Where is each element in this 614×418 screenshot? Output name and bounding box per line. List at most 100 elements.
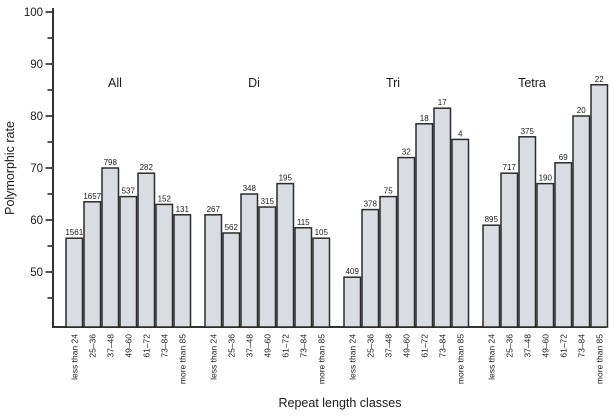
group-label: All xyxy=(108,76,122,90)
x-category-label: 49–60 xyxy=(540,334,550,358)
bar xyxy=(343,276,362,328)
bar xyxy=(101,167,120,328)
bar xyxy=(137,172,156,328)
x-category-label: less than 24 xyxy=(208,334,218,380)
bar-count-label: 1561 xyxy=(65,228,83,237)
bar xyxy=(415,123,434,328)
bar xyxy=(500,172,519,328)
y-tick-label: 60 xyxy=(30,215,43,227)
bar xyxy=(119,195,138,328)
bar xyxy=(572,115,591,328)
y-axis-title: Polymorphic rate xyxy=(3,121,17,215)
bar-count-label: 69 xyxy=(559,153,568,162)
bar xyxy=(240,193,259,328)
bar xyxy=(590,84,609,328)
x-category-label: 61–72 xyxy=(419,334,429,358)
bar xyxy=(433,107,452,328)
bar xyxy=(204,214,223,328)
bar-count-label: 348 xyxy=(243,184,257,193)
bar-count-label: 282 xyxy=(140,163,154,172)
bar-count-label: 17 xyxy=(438,98,447,107)
x-category-label: more than 85 xyxy=(177,334,187,384)
bar xyxy=(554,162,573,328)
group-labels-layer: All Di Tri Tetra xyxy=(108,76,546,90)
bar-count-label: 537 xyxy=(122,187,136,196)
bar xyxy=(312,237,331,328)
x-category-label: 73–84 xyxy=(576,334,586,358)
bar-count-label: 152 xyxy=(158,194,172,203)
group-label: Tri xyxy=(386,76,400,90)
x-category-label: 25–36 xyxy=(226,334,236,358)
bar-count-label: 4 xyxy=(458,129,463,138)
x-category-label: more than 85 xyxy=(455,334,465,384)
bar xyxy=(518,136,537,328)
bar-count-label: 1657 xyxy=(83,192,101,201)
bar-count-label: 267 xyxy=(207,205,221,214)
bar-count-label: 895 xyxy=(485,215,499,224)
bar xyxy=(222,232,241,328)
x-category-label: 25–36 xyxy=(87,334,97,358)
x-category-label: 49–60 xyxy=(123,334,133,358)
bar-count-label: 190 xyxy=(539,174,553,183)
y-tick-label: 100 xyxy=(24,7,43,19)
bar-count-label: 18 xyxy=(420,114,429,123)
bar-count-label: 195 xyxy=(279,174,293,183)
x-category-label: 61–72 xyxy=(280,334,290,358)
bar-count-label: 562 xyxy=(225,223,239,232)
bars-layer: 1561 1657 798 537 282 152 131 267 562 348 315 195 11… xyxy=(65,75,609,328)
x-category-label: 25–36 xyxy=(504,334,514,358)
bar xyxy=(155,203,174,328)
bar-count-label: 315 xyxy=(261,197,275,206)
x-axis-labels: less than 24 25–36 37–48 49–60 61–72 73–84 mor… xyxy=(69,334,604,384)
x-category-label: 61–72 xyxy=(141,334,151,358)
group-label: Di xyxy=(248,76,260,90)
x-category-label: 37–48 xyxy=(105,334,115,358)
bar-count-label: 32 xyxy=(402,148,411,157)
x-category-label: 49–60 xyxy=(262,334,272,358)
y-tick-label: 80 xyxy=(30,111,43,123)
bar xyxy=(379,195,398,328)
bar-count-label: 75 xyxy=(384,187,393,196)
bar xyxy=(361,208,380,328)
x-category-label: 25–36 xyxy=(365,334,375,358)
group-label: Tetra xyxy=(518,76,546,90)
x-category-label: 73–84 xyxy=(437,334,447,358)
x-category-label: 73–84 xyxy=(298,334,308,358)
bar xyxy=(294,227,313,328)
x-category-label: less than 24 xyxy=(69,334,79,380)
bar-count-label: 409 xyxy=(346,267,360,276)
y-tick-label: 90 xyxy=(30,59,43,71)
bar xyxy=(536,182,555,328)
x-category-label: 73–84 xyxy=(159,334,169,358)
bar xyxy=(83,201,102,328)
bar xyxy=(173,214,192,328)
x-category-label: 37–48 xyxy=(244,334,254,358)
y-tick-label: 50 xyxy=(30,267,43,279)
y-tick-label: 70 xyxy=(30,163,43,175)
x-category-label: 37–48 xyxy=(383,334,393,358)
bar-count-label: 20 xyxy=(577,106,586,115)
x-category-label: less than 24 xyxy=(486,334,496,380)
bar-count-label: 105 xyxy=(315,228,329,237)
bar-count-label: 378 xyxy=(364,200,378,209)
bar xyxy=(451,138,470,328)
bar xyxy=(276,182,295,328)
x-category-label: 37–48 xyxy=(522,334,532,358)
bar xyxy=(397,156,416,328)
x-axis-title: Repeat length classes xyxy=(279,396,402,410)
bar-count-label: 22 xyxy=(595,75,604,84)
bar-count-label: 115 xyxy=(297,218,310,227)
x-category-label: 49–60 xyxy=(401,334,411,358)
bar-count-label: 131 xyxy=(176,205,190,214)
bar-count-label: 717 xyxy=(503,163,517,172)
bar xyxy=(482,224,501,328)
x-category-label: less than 24 xyxy=(347,334,357,380)
x-category-label: more than 85 xyxy=(594,334,604,384)
bar xyxy=(65,237,84,328)
bar-count-label: 798 xyxy=(104,158,118,167)
bar-count-label: 375 xyxy=(521,127,535,136)
y-axis-ticks: 50 60 70 80 90 100 xyxy=(24,7,53,299)
x-category-label: 61–72 xyxy=(558,334,568,358)
